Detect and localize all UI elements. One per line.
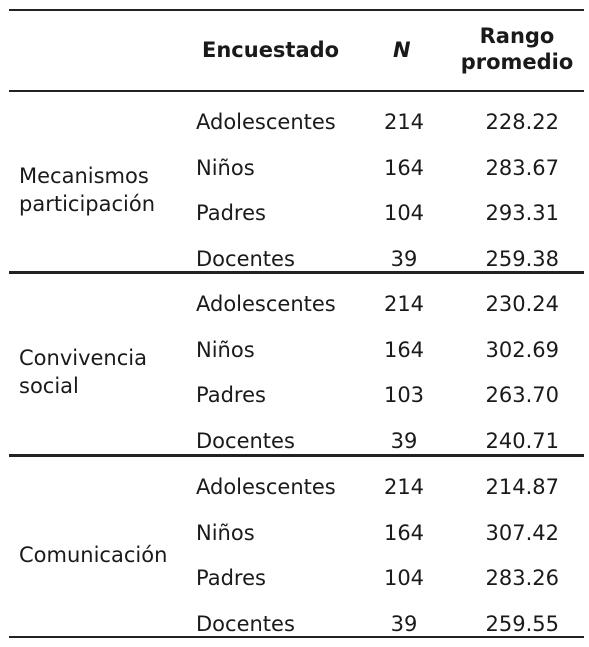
bottom-rule xyxy=(9,636,584,638)
cell-encuestado: Padres xyxy=(196,383,266,407)
cell-encuestado: Padres xyxy=(196,566,266,590)
cell-encuestado: Niños xyxy=(196,338,255,362)
header-n: N xyxy=(393,38,411,62)
cell-rango: 302.69 xyxy=(485,338,559,362)
cell-rango: 293.31 xyxy=(485,201,559,225)
cell-n: 104 xyxy=(383,201,425,225)
cell-encuestado: Adolescentes xyxy=(196,475,336,499)
cell-n: 164 xyxy=(383,156,425,180)
cell-encuestado: Docentes xyxy=(196,429,295,453)
cell-encuestado: Padres xyxy=(196,201,266,225)
group-label-line2: participación xyxy=(19,192,156,216)
cell-n: 104 xyxy=(383,566,425,590)
cell-n: 39 xyxy=(390,612,418,636)
group-label-line1: Convivencia xyxy=(19,346,147,370)
table-row: Docentes 39 259.38 xyxy=(9,237,584,282)
table-row: Docentes 39 259.55 xyxy=(9,602,584,647)
group-divider xyxy=(9,454,584,457)
cell-rango: 228.22 xyxy=(485,110,559,134)
cell-n: 103 xyxy=(383,383,425,407)
table-row: Padres 103 263.70 xyxy=(9,373,584,418)
table-row: Docentes 39 240.71 xyxy=(9,419,584,464)
header-rango-line2: promedio xyxy=(460,50,574,74)
cell-n: 164 xyxy=(383,521,425,545)
cell-rango: 307.42 xyxy=(485,521,559,545)
group-label-line1: Comunicación xyxy=(19,543,168,567)
cell-n: 214 xyxy=(383,110,425,134)
table-row: Adolescentes 214 230.24 xyxy=(9,282,584,327)
cell-encuestado: Adolescentes xyxy=(196,292,336,316)
header-rango-line1: Rango xyxy=(479,24,555,48)
header-rango-promedio: Rango promedio xyxy=(452,23,582,75)
cell-rango: 283.26 xyxy=(485,566,559,590)
header-rule xyxy=(9,90,584,92)
cell-n: 214 xyxy=(383,475,425,499)
group-label-line1: Mecanismos xyxy=(19,164,149,188)
group-label: Comunicación xyxy=(19,541,167,569)
cell-rango: 230.24 xyxy=(485,292,559,316)
cell-n: 214 xyxy=(383,292,425,316)
cell-n: 39 xyxy=(390,429,418,453)
table-row: Adolescentes 214 228.22 xyxy=(9,100,584,145)
group-label: Mecanismos participación xyxy=(19,162,155,218)
header-encuestado: Encuestado xyxy=(202,38,340,62)
cell-encuestado: Docentes xyxy=(196,612,295,636)
cell-rango: 263.70 xyxy=(485,383,559,407)
group-label: Convivencia social xyxy=(19,344,147,400)
cell-rango: 259.38 xyxy=(485,247,559,271)
cell-rango: 214.87 xyxy=(485,475,559,499)
cell-n: 39 xyxy=(390,247,418,271)
table-row: Niños 164 283.67 xyxy=(9,146,584,191)
table-row: Niños 164 302.69 xyxy=(9,328,584,373)
cell-encuestado: Niños xyxy=(196,521,255,545)
cell-encuestado: Niños xyxy=(196,156,255,180)
table-row: Padres 104 293.31 xyxy=(9,191,584,236)
cell-rango: 240.71 xyxy=(485,429,559,453)
cell-encuestado: Docentes xyxy=(196,247,295,271)
group-label-line2: social xyxy=(19,374,79,398)
cell-n: 164 xyxy=(383,338,425,362)
table-row: Padres 104 283.26 xyxy=(9,556,584,601)
table-row: Niños 164 307.42 xyxy=(9,511,584,556)
table-row: Adolescentes 214 214.87 xyxy=(9,465,584,510)
cell-rango: 259.55 xyxy=(485,612,559,636)
cell-encuestado: Adolescentes xyxy=(196,110,336,134)
group-divider xyxy=(9,271,584,274)
top-rule xyxy=(9,9,584,11)
cell-rango: 283.67 xyxy=(485,156,559,180)
